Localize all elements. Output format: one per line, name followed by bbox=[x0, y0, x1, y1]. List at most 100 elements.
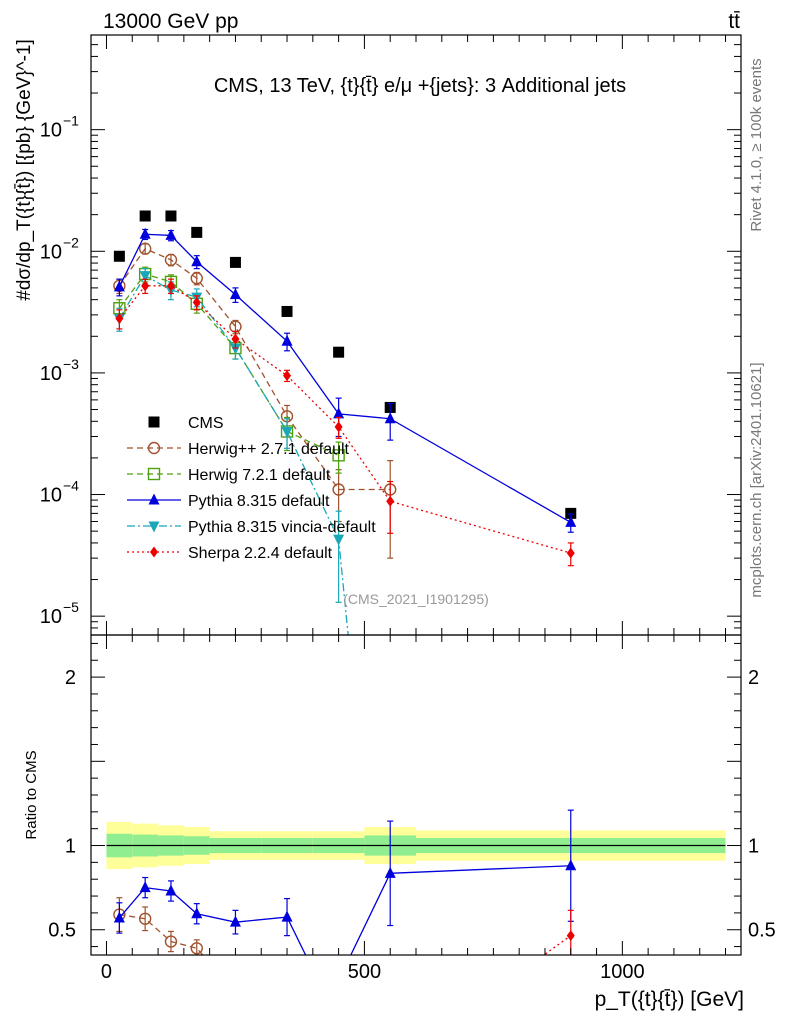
y-tick-exponent: −5 bbox=[63, 599, 79, 615]
y-tick-label: 10 bbox=[40, 606, 62, 628]
ratio-point bbox=[384, 866, 396, 878]
y-tick-exponent: −2 bbox=[63, 234, 79, 250]
legend-label: Pythia 8.315 vincia-default bbox=[188, 519, 376, 536]
data-point bbox=[231, 333, 240, 345]
data-point bbox=[281, 305, 293, 317]
data-point bbox=[139, 271, 151, 283]
legend: CMS Herwig++ 2.7.1 default Herwig 7.2.1 de… bbox=[127, 415, 376, 562]
ratio-line bbox=[118, 865, 571, 955]
data-point bbox=[165, 210, 177, 222]
ratio-point bbox=[139, 881, 151, 893]
series-line bbox=[118, 274, 349, 635]
ratio-point bbox=[164, 935, 178, 948]
data-point bbox=[139, 227, 151, 239]
legend-label: Herwig++ 2.7.1 default bbox=[188, 441, 350, 458]
data-point bbox=[334, 421, 343, 433]
data-point bbox=[384, 412, 396, 424]
x-tick-label: 0 bbox=[101, 961, 112, 983]
data-point bbox=[191, 226, 203, 238]
data-point bbox=[190, 272, 203, 285]
ratio-point bbox=[565, 859, 577, 871]
mcplots-source-label: mcplots.cern.ch [arXiv:2401.10621] bbox=[748, 362, 765, 597]
ratio-y-tick-label: 0.5 bbox=[48, 920, 76, 942]
ratio-y-tick-label-right: 2 bbox=[748, 667, 759, 689]
series-line bbox=[118, 273, 339, 456]
ratio-panel: 0.5 0.5 1 1 2 2 0 500 1000 Ratio to CMS p_T({t}{… bbox=[23, 634, 776, 1011]
data-point bbox=[332, 483, 345, 496]
ratio-series-pythia-8-315-default bbox=[113, 809, 577, 955]
data-point bbox=[565, 515, 577, 527]
data-point bbox=[565, 507, 577, 519]
ratio-y-axis-label: Ratio to CMS bbox=[23, 750, 40, 839]
ratio-y-tick-label-right: 1 bbox=[748, 836, 759, 858]
main-panel: 10−510−410−310−210−1 CMS, 13 TeV, {t}{t̄… bbox=[14, 34, 742, 636]
legend-marker bbox=[147, 441, 161, 455]
data-point bbox=[229, 343, 241, 355]
ratio-y-tick-label: 1 bbox=[65, 836, 76, 858]
data-point bbox=[115, 313, 124, 325]
ratio-point bbox=[113, 911, 125, 923]
series-sherpa-2-2-4-default bbox=[115, 278, 575, 567]
rivet-version-label: Rivet 4.1.0, ≥ 100k events bbox=[748, 58, 765, 231]
ratio-point bbox=[165, 884, 177, 896]
data-point bbox=[333, 407, 345, 419]
y-tick-label: 10 bbox=[40, 241, 62, 263]
data-point bbox=[164, 253, 178, 267]
header-process-label: tt̄ bbox=[728, 10, 740, 33]
ratio-point bbox=[281, 910, 293, 922]
series-herwig-2-7-1-default bbox=[113, 242, 397, 559]
data-point bbox=[139, 210, 151, 222]
data-point bbox=[332, 449, 345, 462]
ratio-point bbox=[191, 907, 203, 919]
legend-marker bbox=[147, 467, 161, 481]
legend-label: Sherpa 2.2.4 default bbox=[188, 545, 333, 562]
ratio-point bbox=[190, 942, 203, 955]
data-point bbox=[333, 346, 345, 358]
data-point bbox=[283, 370, 292, 382]
data-point bbox=[113, 280, 125, 292]
data-point bbox=[281, 334, 293, 346]
main-title: CMS, 13 TeV, {t}{t̄} e/μ +{jets}: 3 Addi… bbox=[214, 75, 626, 97]
data-point bbox=[165, 228, 177, 240]
data-point bbox=[141, 280, 150, 292]
data-point bbox=[229, 288, 241, 300]
y-tick-label: 10 bbox=[40, 363, 62, 385]
ratio-line bbox=[542, 935, 572, 955]
legend-label: Herwig 7.2.1 default bbox=[188, 467, 331, 484]
y-tick-label: 10 bbox=[40, 120, 62, 142]
series-pythia-8-315-default bbox=[113, 227, 577, 533]
ratio-y-tick-label: 2 bbox=[65, 667, 76, 689]
x-tick-label: 1000 bbox=[600, 961, 645, 983]
data-point bbox=[386, 495, 395, 507]
series-line bbox=[118, 247, 391, 491]
legend-marker bbox=[148, 521, 160, 533]
y-tick-label: 10 bbox=[40, 485, 62, 507]
data-point bbox=[191, 255, 203, 267]
data-point bbox=[192, 296, 201, 308]
data-point bbox=[566, 547, 575, 559]
ratio-series-herwig-2-7-1-default bbox=[113, 897, 204, 955]
y-tick-exponent: −3 bbox=[63, 356, 79, 372]
analysis-watermark: (CMS_2021_I1901295) bbox=[343, 591, 489, 607]
data-point bbox=[281, 426, 293, 438]
ratio-point bbox=[566, 930, 575, 942]
legend-marker bbox=[148, 416, 160, 428]
x-axis-label: p_T({t}{t̄}) [GeV] bbox=[595, 988, 744, 1011]
x-tick-label: 500 bbox=[348, 961, 381, 983]
y-tick-exponent: −1 bbox=[63, 113, 79, 129]
ratio-series-sherpa-2-2-4-default bbox=[542, 909, 575, 955]
legend-marker bbox=[150, 546, 158, 558]
legend-label: Pythia 8.315 default bbox=[188, 493, 330, 510]
legend-marker bbox=[148, 493, 160, 505]
data-point bbox=[229, 256, 241, 268]
data-point bbox=[113, 250, 125, 262]
data-point bbox=[138, 242, 152, 255]
data-point bbox=[333, 534, 345, 546]
ratio-point bbox=[229, 915, 241, 927]
ratio-y-tick-label-right: 0.5 bbox=[748, 920, 776, 942]
main-y-axis-label: #dσ/dp_T({t}{t̄}) [{pb} {GeV}^-1] bbox=[14, 39, 35, 301]
header-energy-label: 13000 GeV pp bbox=[103, 10, 238, 33]
data-point bbox=[166, 280, 175, 292]
y-tick-exponent: −4 bbox=[63, 478, 79, 494]
